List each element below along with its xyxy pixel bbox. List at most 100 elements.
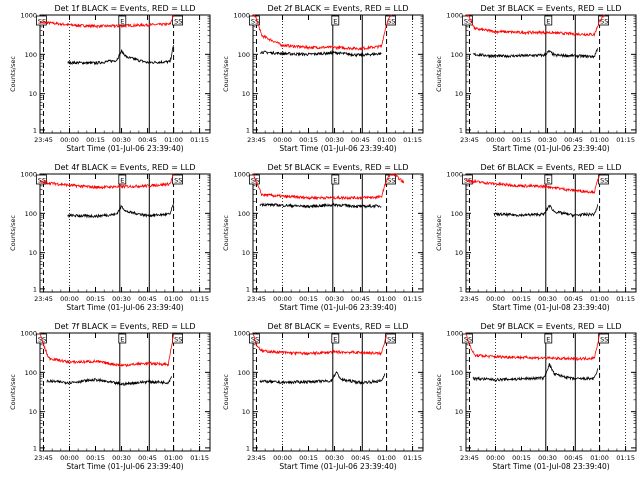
y-axis-label: Counts/sec (9, 56, 17, 92)
lld-series-line (253, 173, 405, 201)
x-tick-label: 00:45 (564, 136, 583, 144)
x-tick-label: 00:45 (564, 454, 583, 462)
x-tick-label: 00:00 (60, 136, 79, 144)
y-axis-label: Counts/sec (9, 215, 17, 251)
events-series-line (67, 202, 174, 219)
y-axis-label: Counts/sec (9, 374, 17, 410)
y-tick-label: 1000 (20, 171, 37, 179)
x-tick-label: 01:00 (164, 454, 183, 462)
x-tick-label: 00:15 (86, 295, 105, 303)
events-series-line (46, 375, 173, 387)
x-tick-label: 01:00 (164, 136, 183, 144)
chart-title: Det 3f BLACK = Events, RED = LLD (480, 4, 621, 13)
plot-frame (465, 173, 637, 293)
events-series-line (259, 371, 386, 386)
plot-frame (465, 14, 637, 134)
plot-frame (252, 173, 424, 293)
chart-panel-8: Det 8f BLACK = Events, RED = LLD Counts/s… (222, 322, 424, 471)
y-axis-label: Counts/sec (222, 215, 230, 251)
x-tick-label: 23:45 (247, 454, 266, 462)
y-axis-label: Counts/sec (222, 374, 230, 410)
x-tick-label: 00:45 (351, 454, 370, 462)
y-tick-label: 100 (238, 51, 250, 59)
y-tick-label: 10 (242, 408, 250, 416)
x-tick-label: 01:15 (403, 136, 422, 144)
x-tick-label: 23:45 (34, 136, 53, 144)
y-tick-label: 100 (451, 51, 463, 59)
x-tick-label: 00:30 (325, 454, 344, 462)
marker-box (331, 333, 340, 344)
x-tick-label: 00:30 (325, 295, 344, 303)
marker-box (331, 174, 340, 185)
marker-label: SS (174, 177, 182, 185)
marker-box (118, 174, 127, 185)
lld-series-line (465, 333, 600, 362)
y-tick-label: 100 (25, 369, 37, 377)
y-tick-label: 100 (451, 210, 463, 218)
x-tick-label: 00:30 (112, 136, 131, 144)
lld-series-line (39, 14, 174, 29)
marker-label: SS (600, 336, 608, 344)
x-tick-label: 01:15 (616, 295, 635, 303)
marker-label: SS (464, 18, 472, 26)
x-tick-label: 01:15 (190, 454, 209, 462)
lld-series-line (39, 173, 174, 190)
y-tick-label: 100 (451, 369, 463, 377)
chart-panel-3: Det 3f BLACK = Events, RED = LLD Counts/s… (435, 4, 637, 153)
events-series-line (259, 50, 382, 58)
y-tick-label: 100 (25, 51, 37, 59)
x-tick-label: 00:15 (299, 295, 318, 303)
x-tick-label: 01:00 (377, 454, 396, 462)
chart-panel-6: Det 6f BLACK = Events, RED = LLD Counts/s… (435, 163, 637, 312)
y-tick-label: 1000 (233, 12, 250, 20)
y-axis-label: Counts/sec (435, 215, 443, 251)
marker-label: E (333, 18, 337, 26)
x-tick-label: 00:15 (299, 454, 318, 462)
marker-box (35, 15, 47, 26)
plot-frame (39, 173, 211, 293)
x-tick-label: 23:45 (34, 295, 53, 303)
x-tick-label: 00:45 (138, 136, 157, 144)
marker-label: E (333, 177, 337, 185)
events-series-line (472, 363, 599, 382)
x-tick-label: 00:30 (538, 136, 557, 144)
x-axis-label: Start Time (01-Jul-06 23:39:40) (279, 144, 396, 153)
marker-label: SS (174, 336, 182, 344)
marker-box (172, 15, 183, 26)
y-tick-label: 1 (33, 126, 37, 134)
marker-label: SS (464, 177, 472, 185)
x-axis-label: Start Time (01-Jul-06 23:39:40) (279, 462, 396, 471)
chart-panel-1: Det 1f BLACK = Events, RED = LLD Counts/s… (9, 4, 211, 153)
x-tick-label: 01:15 (403, 295, 422, 303)
x-axis-label: Start Time (01-Jul-08 23:39:40) (492, 462, 609, 471)
lld-series-line (465, 174, 600, 195)
y-tick-label: 10 (29, 408, 37, 416)
chart-title: Det 8f BLACK = Events, RED = LLD (267, 322, 408, 331)
y-tick-label: 10 (242, 90, 250, 98)
y-axis-label: Counts/sec (222, 56, 230, 92)
marker-label: SS (38, 177, 46, 185)
marker-label: E (546, 177, 550, 185)
marker-label: E (546, 336, 550, 344)
x-tick-label: 00:45 (564, 295, 583, 303)
y-tick-label: 1000 (446, 12, 463, 20)
y-tick-label: 1 (459, 126, 463, 134)
x-tick-label: 01:00 (377, 136, 396, 144)
x-tick-label: 01:15 (616, 454, 635, 462)
y-tick-label: 10 (242, 249, 250, 257)
x-tick-label: 00:00 (273, 136, 292, 144)
x-tick-label: 01:00 (590, 136, 609, 144)
x-tick-label: 00:00 (486, 295, 505, 303)
plot-frame (39, 332, 211, 452)
x-tick-label: 01:15 (616, 136, 635, 144)
y-tick-label: 1000 (233, 330, 250, 338)
plot-frame (252, 332, 424, 452)
x-axis-label: Start Time (01-Jul-06 23:39:40) (66, 462, 183, 471)
x-tick-label: 01:15 (190, 136, 209, 144)
x-tick-label: 00:15 (512, 295, 531, 303)
marker-box (544, 15, 553, 26)
lld-series-line (252, 333, 387, 357)
marker-label: E (120, 18, 124, 26)
x-tick-label: 00:45 (351, 295, 370, 303)
